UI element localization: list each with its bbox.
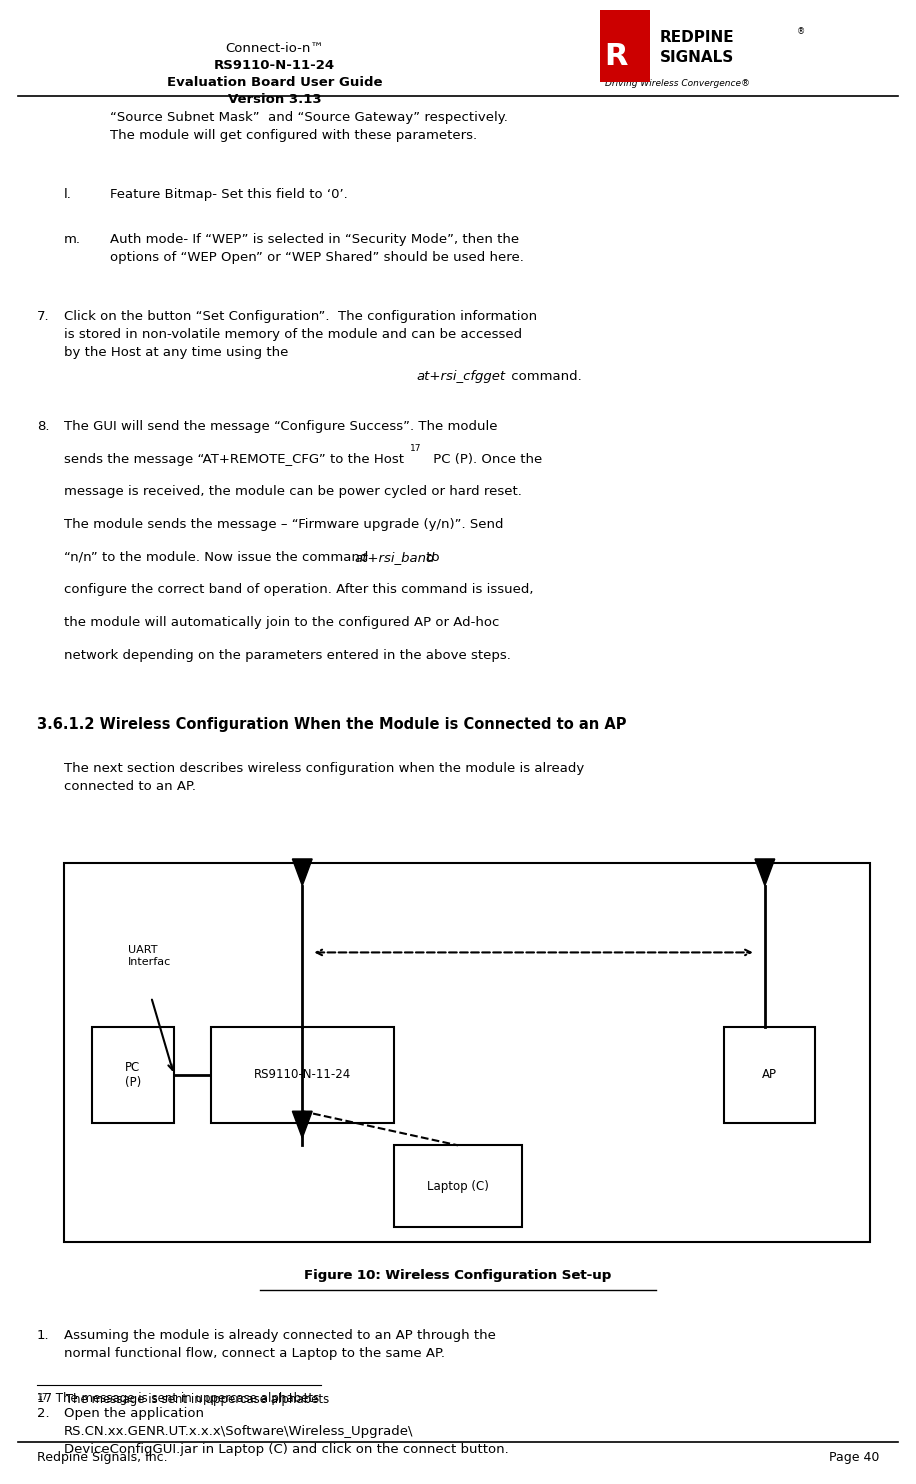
Text: message is received, the module can be power cycled or hard reset.: message is received, the module can be p… — [64, 485, 522, 499]
Text: REDPINE: REDPINE — [660, 30, 734, 45]
Text: 17: 17 — [410, 444, 422, 453]
Text: Click on the button “Set Configuration”.  The configuration information
is store: Click on the button “Set Configuration”.… — [64, 310, 538, 359]
Text: R: R — [605, 42, 628, 71]
Text: Redpine Signals, Inc.: Redpine Signals, Inc. — [37, 1451, 168, 1465]
Text: 17: 17 — [37, 1389, 49, 1398]
Text: PC (P). Once the: PC (P). Once the — [429, 453, 542, 466]
Text: “n/n” to the module. Now issue the command: “n/n” to the module. Now issue the comma… — [64, 551, 373, 564]
Text: configure the correct band of operation. After this command is issued,: configure the correct band of operation.… — [64, 583, 534, 597]
Text: Connect-io-n™: Connect-io-n™ — [225, 42, 324, 55]
Text: PC
(P): PC (P) — [125, 1061, 141, 1089]
Text: RS9110-N-11-24: RS9110-N-11-24 — [214, 59, 335, 71]
Polygon shape — [755, 859, 775, 886]
Text: to: to — [422, 551, 440, 564]
Text: l.: l. — [64, 188, 72, 202]
Text: Assuming the module is already connected to an AP through the
normal functional : Assuming the module is already connected… — [64, 1330, 496, 1361]
Text: 2.: 2. — [37, 1407, 49, 1420]
Bar — [724, 1027, 815, 1123]
Text: 17: 17 — [37, 1393, 49, 1402]
Text: Auth mode- If “WEP” is selected in “Security Mode”, then the
options of “WEP Ope: Auth mode- If “WEP” is selected in “Secu… — [110, 233, 524, 264]
Text: Version 3.13: Version 3.13 — [228, 93, 322, 105]
Text: 7.: 7. — [37, 310, 49, 324]
Text: at+rsi_band: at+rsi_band — [354, 551, 435, 564]
Text: The message is sent in uppercase alphabets: The message is sent in uppercase alphabe… — [62, 1393, 330, 1407]
Text: “Source Subnet Mask”  and “Source Gateway” respectively.
The module will get con: “Source Subnet Mask” and “Source Gateway… — [110, 111, 507, 142]
Bar — [92, 1027, 174, 1123]
Text: AP: AP — [762, 1068, 777, 1082]
Text: Open the application
RS.CN.xx.GENR.UT.x.x.x\Software\Wireless_Upgrade\
DeviceCon: Open the application RS.CN.xx.GENR.UT.x.… — [64, 1407, 509, 1456]
Polygon shape — [292, 859, 312, 886]
FancyBboxPatch shape — [64, 864, 870, 1242]
Bar — [394, 1146, 522, 1227]
Text: SIGNALS: SIGNALS — [660, 50, 734, 65]
Text: 17 The message is sent in uppercase alphabets: 17 The message is sent in uppercase alph… — [37, 1392, 319, 1405]
Text: 3.6.1.2 Wireless Configuration When the Module is Connected to an AP: 3.6.1.2 Wireless Configuration When the … — [37, 717, 627, 732]
Text: 8.: 8. — [37, 420, 49, 433]
Text: the module will automatically join to the configured AP or Ad-hoc: the module will automatically join to th… — [64, 616, 499, 629]
Text: Figure 10: Wireless Configuration Set-up: Figure 10: Wireless Configuration Set-up — [304, 1269, 612, 1282]
Bar — [600, 10, 650, 82]
Text: The module sends the message – “Firmware upgrade (y/n)”. Send: The module sends the message – “Firmware… — [64, 518, 504, 531]
Bar — [211, 1027, 394, 1123]
Text: 1.: 1. — [37, 1330, 49, 1343]
Text: Laptop (C): Laptop (C) — [427, 1180, 489, 1193]
Polygon shape — [292, 1112, 312, 1138]
Text: UART
Interfac: UART Interfac — [128, 945, 171, 966]
Text: RS9110-N-11-24: RS9110-N-11-24 — [254, 1068, 351, 1082]
Text: Page 40: Page 40 — [829, 1451, 879, 1465]
Text: network depending on the parameters entered in the above steps.: network depending on the parameters ente… — [64, 649, 511, 662]
Text: sends the message “AT+REMOTE_CFG” to the Host: sends the message “AT+REMOTE_CFG” to the… — [64, 453, 404, 466]
Text: at+rsi_cfgget: at+rsi_cfgget — [417, 370, 506, 383]
Text: ®: ® — [797, 27, 805, 36]
Text: command.: command. — [507, 370, 582, 383]
Text: Driving Wireless Convergence®: Driving Wireless Convergence® — [605, 79, 749, 88]
Text: m.: m. — [64, 233, 82, 246]
Text: Figure 10: Wireless Configuration Set-up: Figure 10: Wireless Configuration Set-up — [304, 1269, 612, 1282]
Text: Feature Bitmap- Set this field to ‘0’.: Feature Bitmap- Set this field to ‘0’. — [110, 188, 348, 202]
Text: Figure 10: Wireless Configuration Set-up: Figure 10: Wireless Configuration Set-up — [304, 1269, 612, 1282]
Text: The next section describes wireless configuration when the module is already
con: The next section describes wireless conf… — [64, 763, 584, 794]
Text: Evaluation Board User Guide: Evaluation Board User Guide — [167, 76, 383, 89]
Text: The GUI will send the message “Configure Success”. The module: The GUI will send the message “Configure… — [64, 420, 497, 433]
